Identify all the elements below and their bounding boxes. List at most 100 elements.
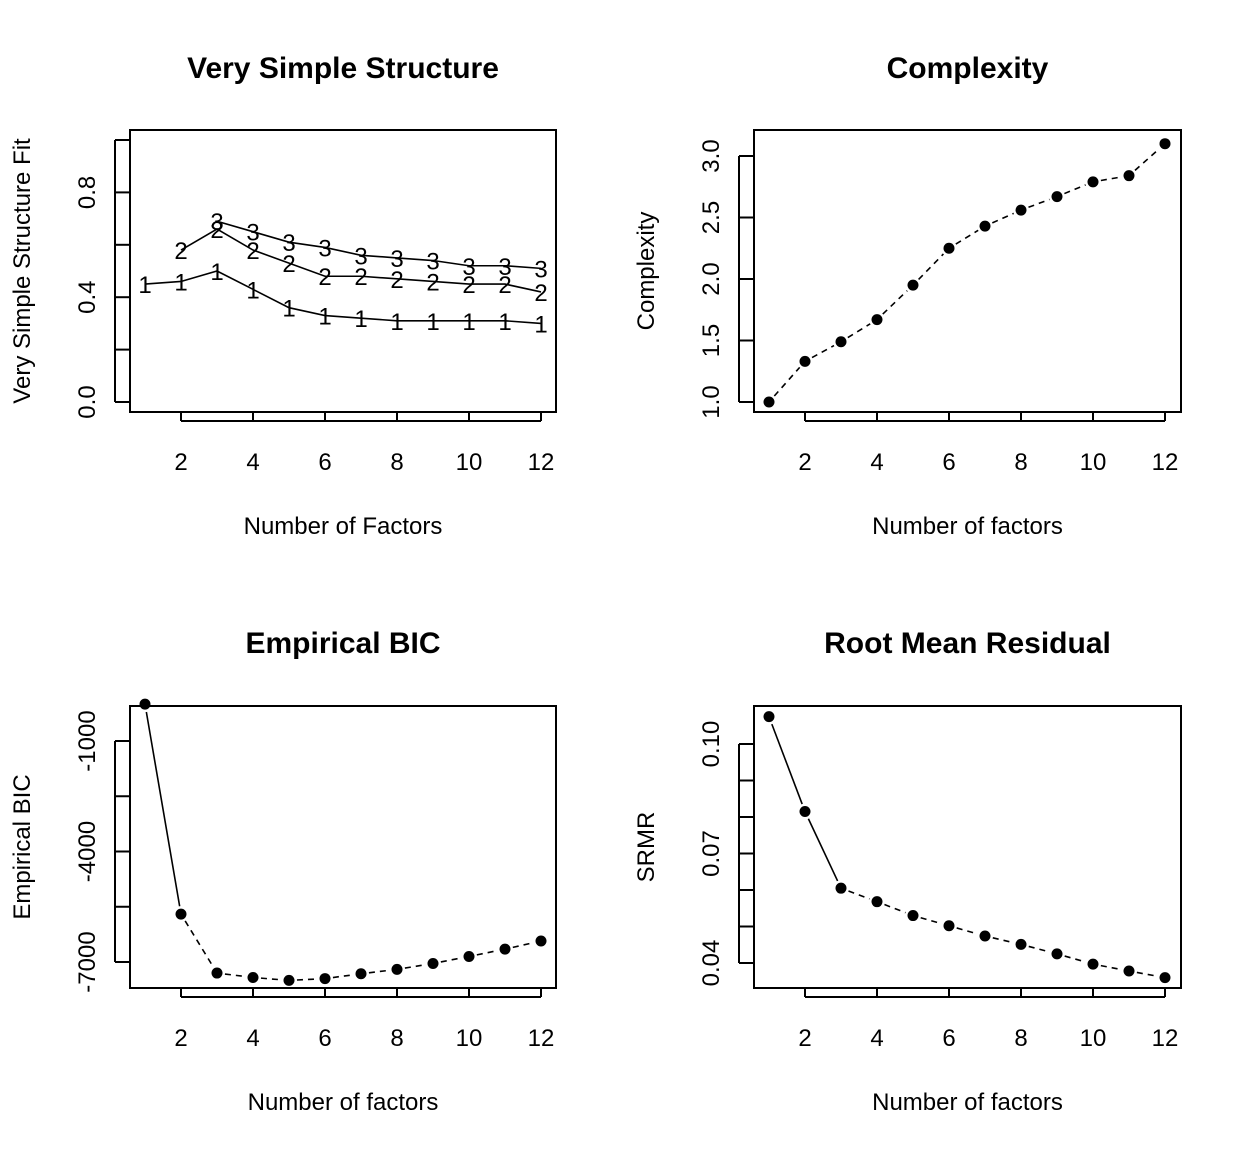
plot-frame	[129, 705, 557, 989]
data-point	[1087, 176, 1099, 188]
y-tick-label: 0.0	[74, 385, 101, 418]
data-point	[247, 971, 259, 983]
series-point-label: 1	[426, 309, 439, 336]
data-point	[943, 242, 955, 254]
series-point-label: 3	[390, 246, 403, 273]
y-tick-label: 2.0	[698, 262, 725, 295]
series-segment	[145, 711, 181, 907]
series-segment	[296, 978, 318, 981]
series-segment	[807, 818, 839, 882]
plot-frame	[753, 705, 1182, 989]
data-point	[1159, 138, 1171, 150]
series-point-label: 1	[354, 306, 367, 333]
x-tick-label: 4	[870, 449, 883, 476]
data-point	[871, 314, 883, 326]
plot-frame	[753, 129, 1182, 413]
x-tick-label: 2	[174, 1025, 187, 1052]
plot-frame	[129, 129, 557, 413]
x-tick-label: 10	[1080, 449, 1107, 476]
data-point	[799, 355, 811, 367]
series-point-label: 2	[390, 267, 403, 294]
data-point	[835, 336, 847, 348]
series-1	[763, 138, 1171, 408]
series-segment	[404, 963, 426, 969]
series-point-label: 1	[138, 272, 151, 299]
series-point-label: 1	[534, 311, 547, 338]
series-point-label: 2	[318, 264, 331, 291]
series-point-label: 1	[498, 309, 511, 336]
x-tick-label: 2	[174, 449, 187, 476]
data-point	[319, 973, 331, 985]
y-tick-label: 0.07	[698, 830, 725, 877]
series-1: 1 1 111 1 1 1 1 1 1 1	[138, 259, 547, 338]
data-point	[835, 882, 847, 894]
y-tick-label: -1000	[74, 710, 101, 771]
data-point	[211, 967, 223, 979]
series-point-label: 1	[246, 277, 259, 304]
x-axis-label: Number of factors	[872, 513, 1063, 540]
series-segment	[224, 973, 246, 978]
data-point	[1015, 204, 1027, 216]
data-point	[763, 711, 775, 723]
series-point-label: 3	[462, 254, 475, 281]
series-segment	[848, 890, 870, 900]
x-tick-label: 10	[1080, 1025, 1107, 1052]
series-segment	[1134, 148, 1160, 171]
x-axis-label: Number of Factors	[244, 513, 443, 540]
data-point	[907, 279, 919, 291]
data-point	[535, 935, 547, 947]
series-point-label: 2	[354, 264, 367, 291]
series-point-label: 2	[498, 272, 511, 299]
series-segment	[512, 941, 534, 949]
chart-panel-3: Empirical BIC 2 4 6 8 10 12 -1000 -4000 -7000 Numb…	[9, 627, 557, 1116]
data-point	[1123, 965, 1135, 977]
series-segment	[918, 253, 944, 280]
data-point	[463, 950, 475, 962]
series-segment	[991, 212, 1015, 224]
y-tick-label: -4000	[74, 821, 101, 882]
data-point	[763, 396, 775, 408]
x-tick-label: 6	[318, 1025, 331, 1052]
series-point-label: 2	[246, 238, 259, 265]
series-segment	[956, 927, 978, 935]
series-segment	[773, 366, 801, 397]
x-tick-label: 12	[528, 449, 555, 476]
data-point	[1051, 191, 1063, 203]
series-point-label: 1	[282, 296, 295, 323]
series-point-label: 2	[210, 217, 223, 244]
x-tick-label: 8	[1014, 1025, 1027, 1052]
data-point	[391, 963, 403, 975]
x-axis-label: Number of factors	[248, 1089, 439, 1116]
series-segment	[184, 920, 214, 967]
series-point-label: 1	[174, 269, 187, 296]
x-tick-label: 12	[1152, 449, 1179, 476]
chart-title: Empirical BIC	[245, 627, 440, 660]
data-point	[871, 896, 883, 908]
series-segment	[955, 229, 979, 245]
x-tick-label: 8	[390, 449, 403, 476]
data-point	[799, 806, 811, 818]
data-point	[907, 910, 919, 922]
x-tick-label: 8	[390, 1025, 403, 1052]
data-point	[1051, 948, 1063, 960]
x-tick-label: 2	[798, 1025, 811, 1052]
data-point	[1123, 170, 1135, 182]
x-tick-label: 6	[318, 449, 331, 476]
series-point-label: 3	[318, 235, 331, 262]
series-point-label: 3	[426, 249, 439, 276]
x-tick-label: 8	[1014, 449, 1027, 476]
series-point-label: 3	[534, 256, 547, 283]
data-point	[979, 930, 991, 942]
x-tick-label: 10	[456, 449, 483, 476]
y-tick-label: 1.0	[698, 385, 725, 418]
series-point-label: 2	[174, 238, 187, 265]
series-line	[180, 228, 542, 293]
x-tick-label: 6	[942, 1025, 955, 1052]
series-segment	[1100, 964, 1122, 971]
series-segment	[1028, 945, 1050, 953]
x-tick-label: 4	[246, 449, 259, 476]
data-point	[283, 974, 295, 986]
